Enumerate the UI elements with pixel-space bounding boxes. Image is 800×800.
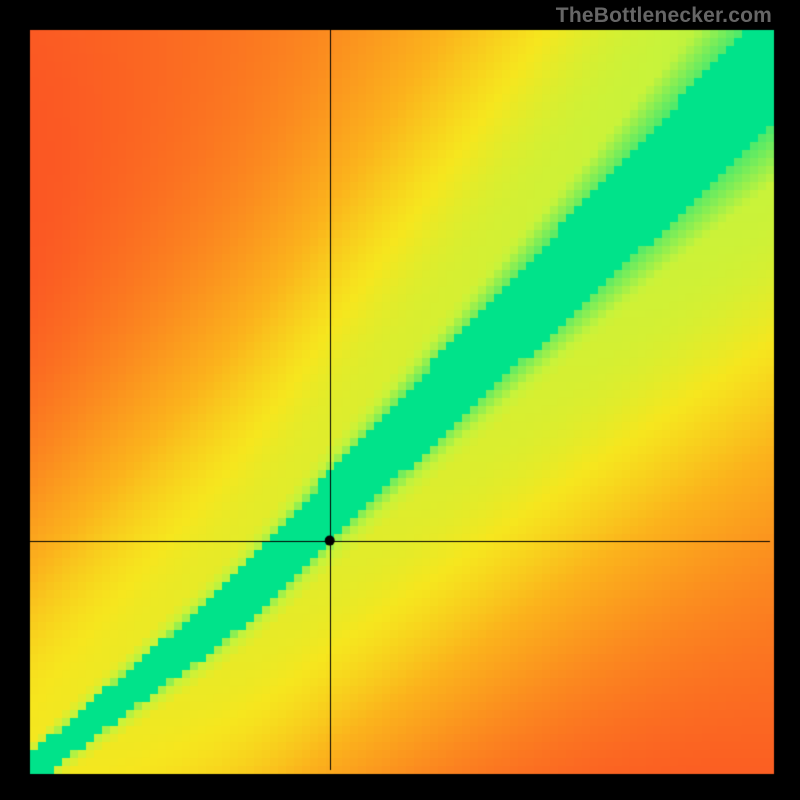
watermark-label: TheBottlenecker.com bbox=[556, 4, 772, 28]
bottleneck-heatmap bbox=[0, 0, 800, 800]
